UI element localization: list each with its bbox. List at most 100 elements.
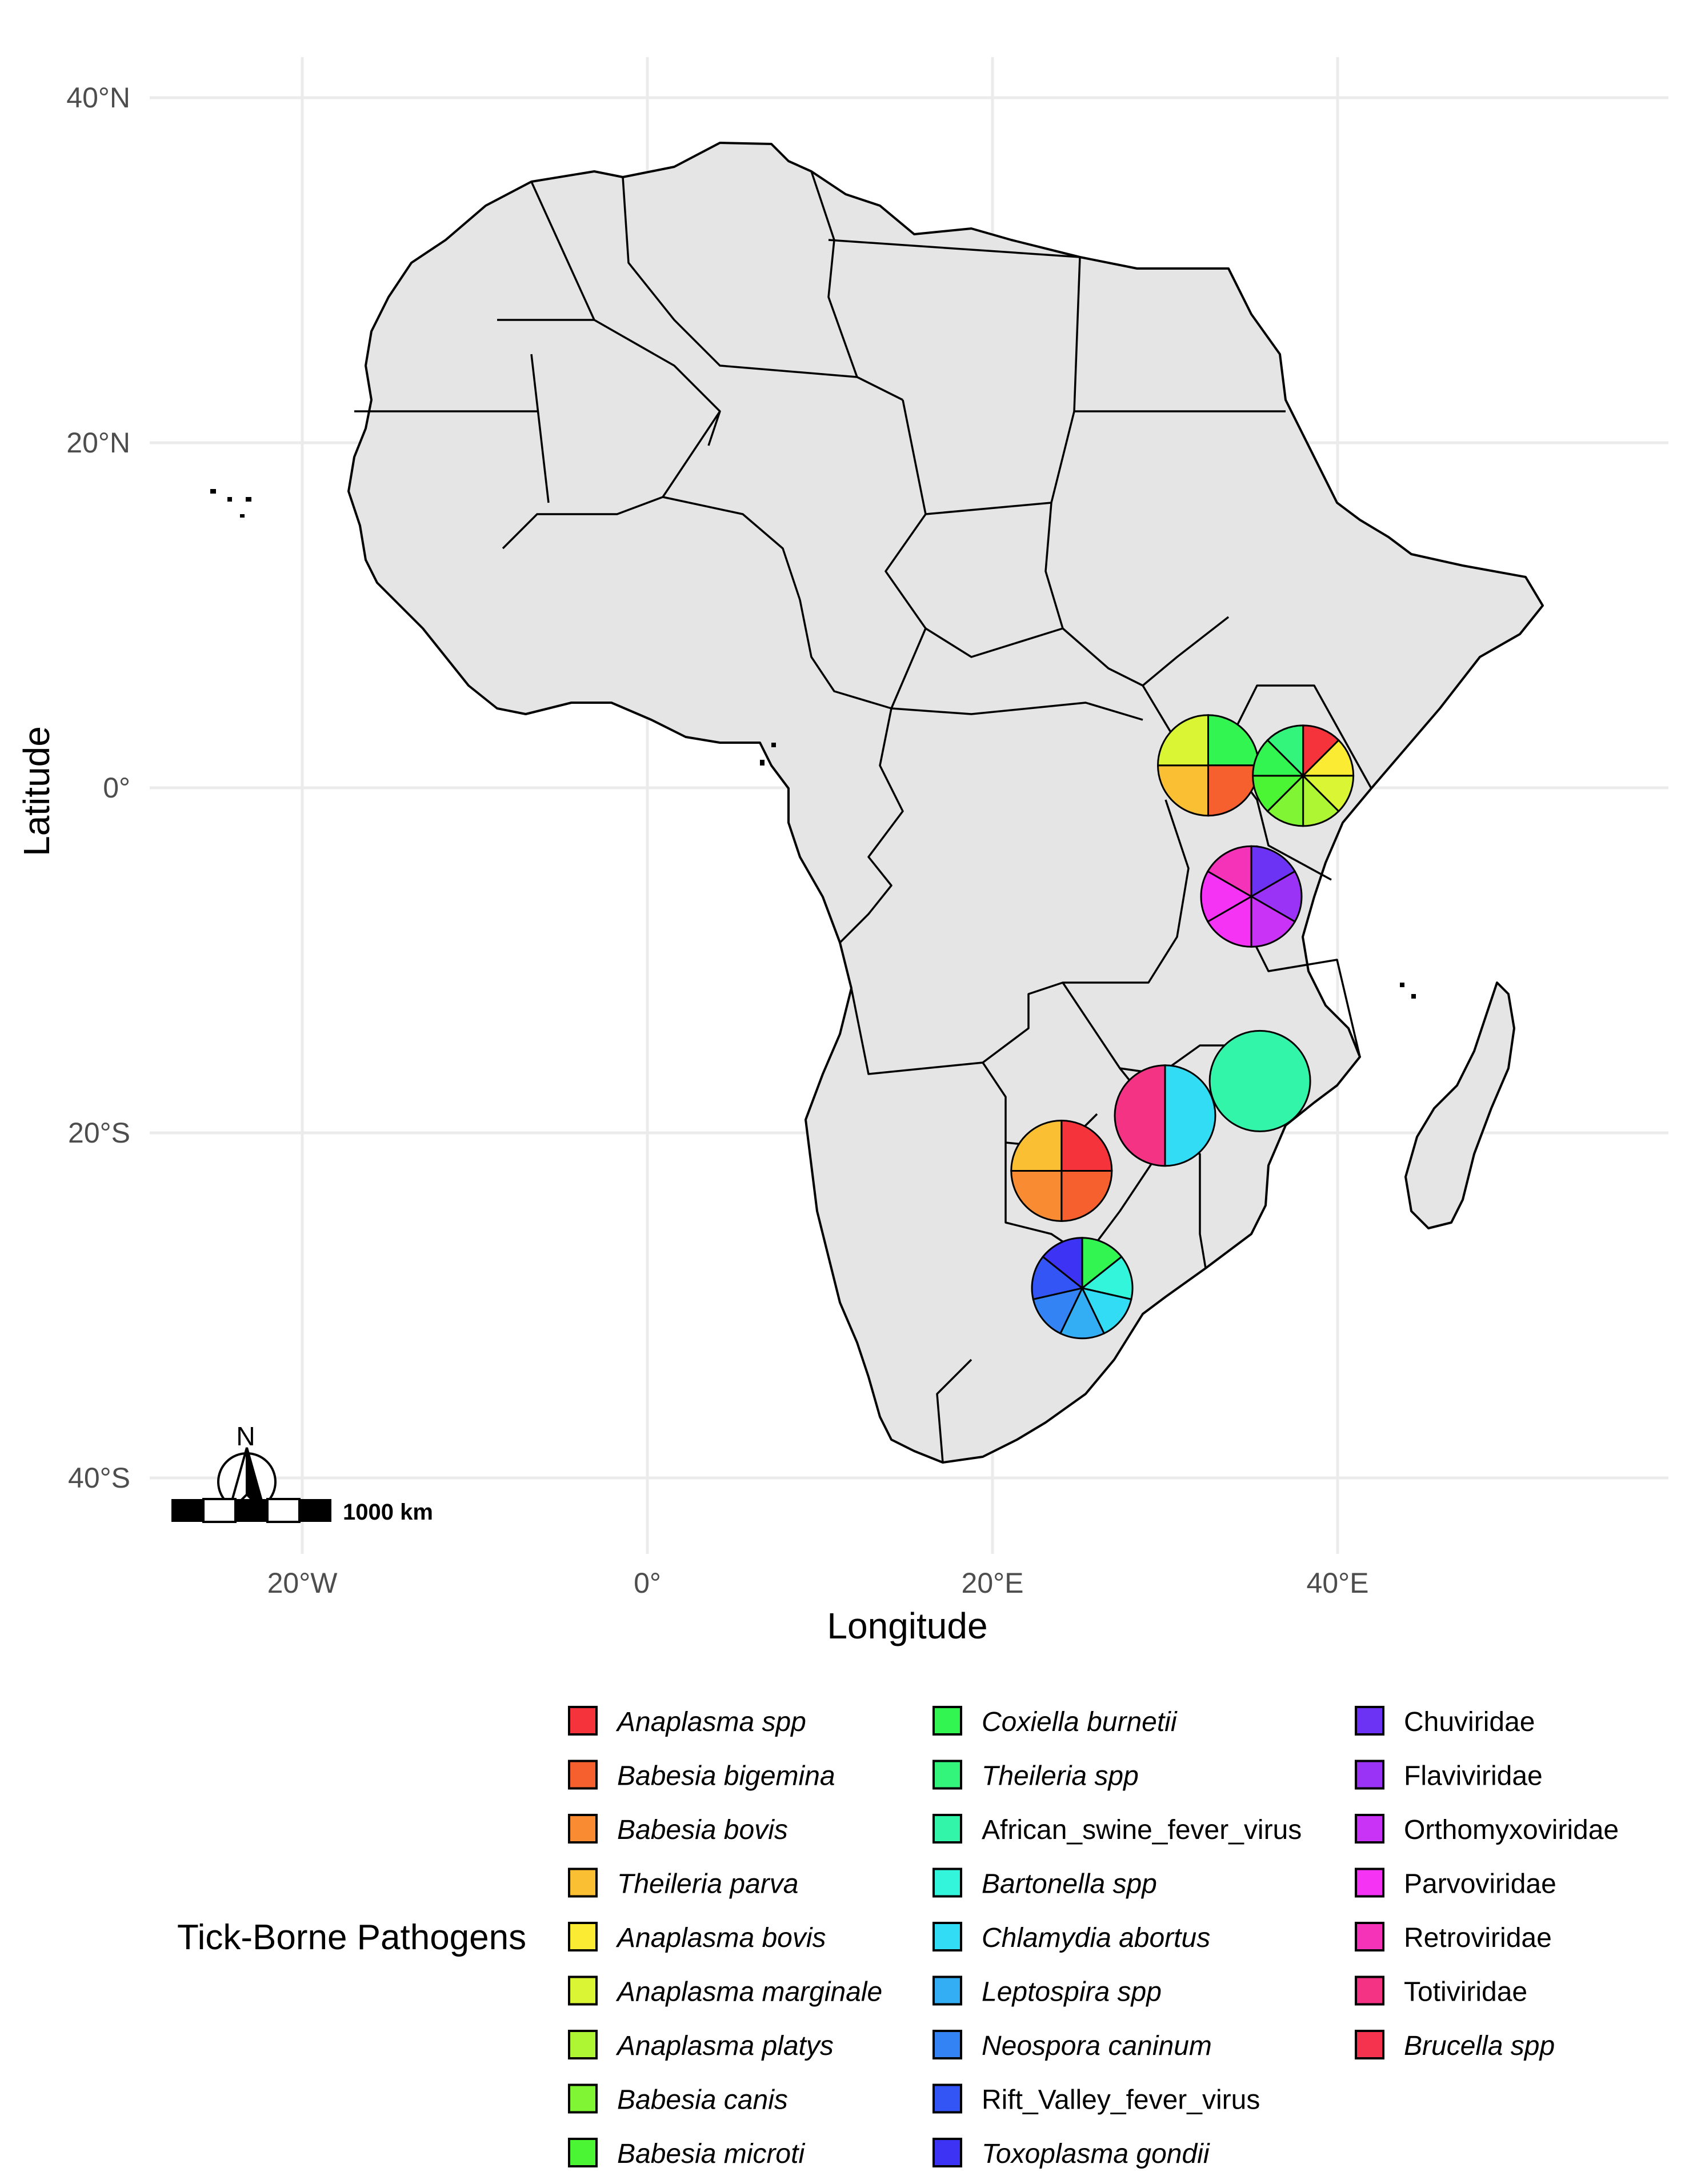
pie-slice xyxy=(1156,764,1209,817)
africa-landmass xyxy=(347,142,1544,1464)
legend-label: Toxoplasma gondii xyxy=(982,2139,1210,2169)
pie-slice xyxy=(1250,845,1296,898)
legend-label: Retroviridae xyxy=(1404,1923,1552,1953)
madagascar xyxy=(1404,981,1515,1229)
legend-item: Theileria parva xyxy=(568,1868,798,1900)
legend-label: Chuviridae xyxy=(1404,1707,1535,1737)
legend-label: Anaplasma marginale xyxy=(615,1977,882,2007)
legend-swatch xyxy=(568,1868,598,1898)
scale-bar-label: 1000 km xyxy=(343,1500,433,1525)
legend-item: Theileria spp xyxy=(932,1760,1139,1792)
pie-slice xyxy=(1010,1169,1063,1222)
legend-swatch xyxy=(1355,1760,1384,1790)
pie-slice xyxy=(1164,1064,1216,1167)
legend-swatch xyxy=(1355,2030,1384,2059)
x-tick-label: 40°E xyxy=(1307,1567,1369,1599)
islands xyxy=(210,489,1416,999)
pie-slice xyxy=(1206,845,1252,898)
legend-swatch xyxy=(1355,1922,1384,1951)
pie-slice xyxy=(1042,1237,1083,1290)
pie-slice xyxy=(1060,1119,1113,1172)
legend-label: Babesia microti xyxy=(617,2139,805,2169)
legend-label: Theileria parva xyxy=(617,1869,798,1900)
legend-item: Coxiella burnetii xyxy=(932,1706,1178,1737)
legend-swatch xyxy=(1355,1868,1384,1898)
pie-slice xyxy=(1032,1287,1084,1335)
legend-item: African_swine_fever_virus xyxy=(932,1814,1302,1845)
legend-item: Parvoviridae xyxy=(1355,1868,1556,1900)
y-axis-ticks: 40°N 20°N 0° 20°S 40°S xyxy=(66,82,130,1494)
pathogen-pies xyxy=(1010,714,1355,1340)
legend-item: Brucella spp xyxy=(1355,2030,1555,2061)
legend-item: Babesia microti xyxy=(568,2138,805,2169)
legend-swatch xyxy=(932,2030,962,2059)
legend-label: Orthomyxoviridae xyxy=(1404,1815,1619,1845)
legend-swatch xyxy=(568,1975,598,2006)
pie-slice xyxy=(1206,895,1252,948)
legend-label: Coxiella burnetii xyxy=(982,1707,1178,1737)
pie-slice xyxy=(1200,870,1253,923)
pie-slice xyxy=(1114,1064,1166,1167)
legend-swatch xyxy=(1355,1975,1384,2006)
legend-item: Rift_Valley_fever_virus xyxy=(932,2083,1260,2115)
legend-item: Babesia canis xyxy=(568,2083,788,2115)
legend-swatch xyxy=(932,1814,962,1844)
legend-label: Babesia bovis xyxy=(617,1815,788,1845)
legend-item: Anaplasma spp xyxy=(568,1706,806,1737)
legend-label: Rift_Valley_fever_virus xyxy=(982,2085,1260,2115)
pie-slice xyxy=(1081,1237,1123,1290)
legend-swatch xyxy=(932,2138,962,2167)
pie-tanzania xyxy=(1200,845,1303,948)
legend-label: Brucella spp xyxy=(1404,2031,1555,2061)
pie-slice xyxy=(1250,870,1303,923)
legend-item: Neospora caninum xyxy=(932,2030,1212,2061)
pie-uganda xyxy=(1156,714,1260,817)
pie-slice xyxy=(1156,714,1209,767)
legend-swatch xyxy=(932,2083,962,2114)
y-tick-label: 40°N xyxy=(66,82,130,114)
pie-slice xyxy=(1250,895,1296,948)
legend-label: Totiviridae xyxy=(1404,1977,1527,2007)
legend-item: Totiviridae xyxy=(1355,1975,1527,2007)
y-tick-label: 40°S xyxy=(68,1462,130,1494)
x-axis-ticks: 20°W 0° 20°E 40°E xyxy=(267,1567,1369,1599)
legend-label: Babesia canis xyxy=(617,2085,788,2115)
legend-item: Anaplasma marginale xyxy=(568,1975,882,2007)
legend-item: Babesia bigemina xyxy=(568,1760,835,1792)
legend-item: Orthomyxoviridae xyxy=(1355,1814,1619,1845)
legend-item: Chuviridae xyxy=(1355,1706,1535,1737)
legend: Anaplasma spp Babesia bigemina Babesia bov… xyxy=(568,1706,1619,2169)
pie-slice xyxy=(1060,1169,1113,1222)
pie-slice xyxy=(1080,1287,1132,1335)
legend-swatch xyxy=(568,1706,598,1736)
africa-mainland xyxy=(347,142,1544,1464)
pie-south-africa xyxy=(1031,1237,1134,1340)
y-tick-label: 20°N xyxy=(66,427,130,459)
legend-item: Babesia bovis xyxy=(568,1814,788,1845)
legend-swatch xyxy=(932,1922,962,1951)
pie-slice xyxy=(1010,1119,1063,1172)
x-axis-title: Longitude xyxy=(827,1605,987,1646)
legend-swatch xyxy=(568,1922,598,1951)
legend-item: Toxoplasma gondii xyxy=(932,2138,1210,2169)
legend-swatch xyxy=(568,2138,598,2167)
legend-label: African_swine_fever_virus xyxy=(982,1815,1302,1845)
pie-slice xyxy=(1059,1286,1106,1340)
legend-item: Leptospira spp xyxy=(932,1975,1162,2007)
legend-swatch xyxy=(1355,1814,1384,1844)
legend-swatch xyxy=(932,1975,962,2006)
legend-label: Parvoviridae xyxy=(1404,1869,1556,1900)
legend-swatch xyxy=(1355,1706,1384,1736)
y-tick-label: 20°S xyxy=(68,1117,130,1149)
pie-botswana xyxy=(1010,1119,1113,1222)
legend-label: Bartonella spp xyxy=(982,1869,1157,1900)
legend-label: Babesia bigemina xyxy=(617,1761,835,1792)
legend-label: Anaplasma spp xyxy=(615,1707,806,1737)
legend-swatch xyxy=(568,2030,598,2059)
pie-slice xyxy=(1208,1029,1311,1132)
legend-swatch xyxy=(932,1868,962,1898)
y-tick-label: 0° xyxy=(103,772,130,804)
pie-mozambique xyxy=(1208,1029,1311,1132)
legend-label: Theileria spp xyxy=(982,1761,1139,1792)
